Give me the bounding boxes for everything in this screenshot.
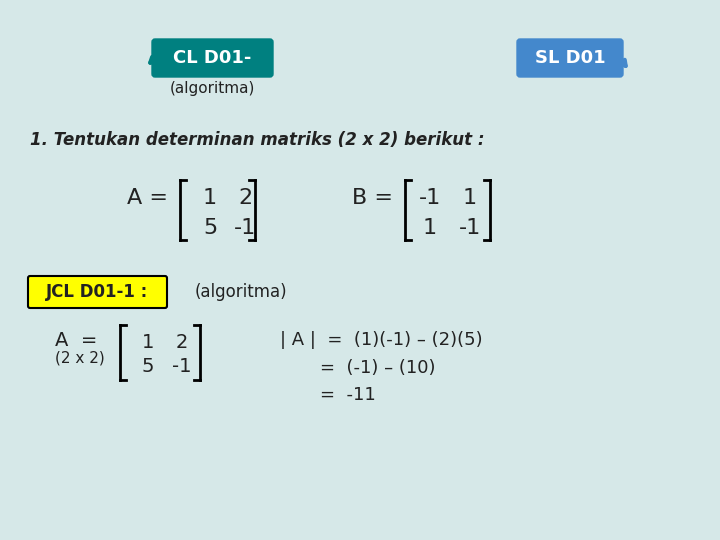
Text: -1: -1	[459, 218, 481, 238]
Text: (algoritma): (algoritma)	[195, 283, 287, 301]
Text: 2: 2	[238, 188, 252, 208]
Text: A =: A =	[127, 188, 175, 208]
Text: CL D01-: CL D01-	[173, 49, 251, 67]
Text: 5: 5	[142, 356, 154, 375]
Text: B =: B =	[352, 188, 400, 208]
Text: -1: -1	[419, 188, 441, 208]
FancyBboxPatch shape	[152, 39, 273, 77]
Text: 1: 1	[423, 218, 437, 238]
Text: 1: 1	[463, 188, 477, 208]
Text: | A |  =  (1)(-1) – (2)(5): | A | = (1)(-1) – (2)(5)	[280, 331, 482, 349]
Text: 5: 5	[203, 218, 217, 238]
Text: 2: 2	[176, 333, 188, 352]
Text: (2 x 2): (2 x 2)	[55, 350, 104, 366]
Text: 1. Tentukan determinan matriks (2 x 2) berikut :: 1. Tentukan determinan matriks (2 x 2) b…	[30, 131, 485, 149]
Text: =  -11: = -11	[320, 386, 376, 404]
Text: JCL D01-1 :: JCL D01-1 :	[46, 283, 148, 301]
Text: -1: -1	[172, 356, 192, 375]
Text: SL D01: SL D01	[535, 49, 606, 67]
Text: 1: 1	[142, 333, 154, 352]
Text: A  =: A =	[55, 330, 97, 349]
FancyBboxPatch shape	[517, 39, 623, 77]
Text: -1: -1	[234, 218, 256, 238]
Text: =  (-1) – (10): = (-1) – (10)	[320, 359, 436, 377]
Text: (algoritma): (algoritma)	[169, 80, 255, 96]
FancyBboxPatch shape	[28, 276, 167, 308]
Text: 1: 1	[203, 188, 217, 208]
